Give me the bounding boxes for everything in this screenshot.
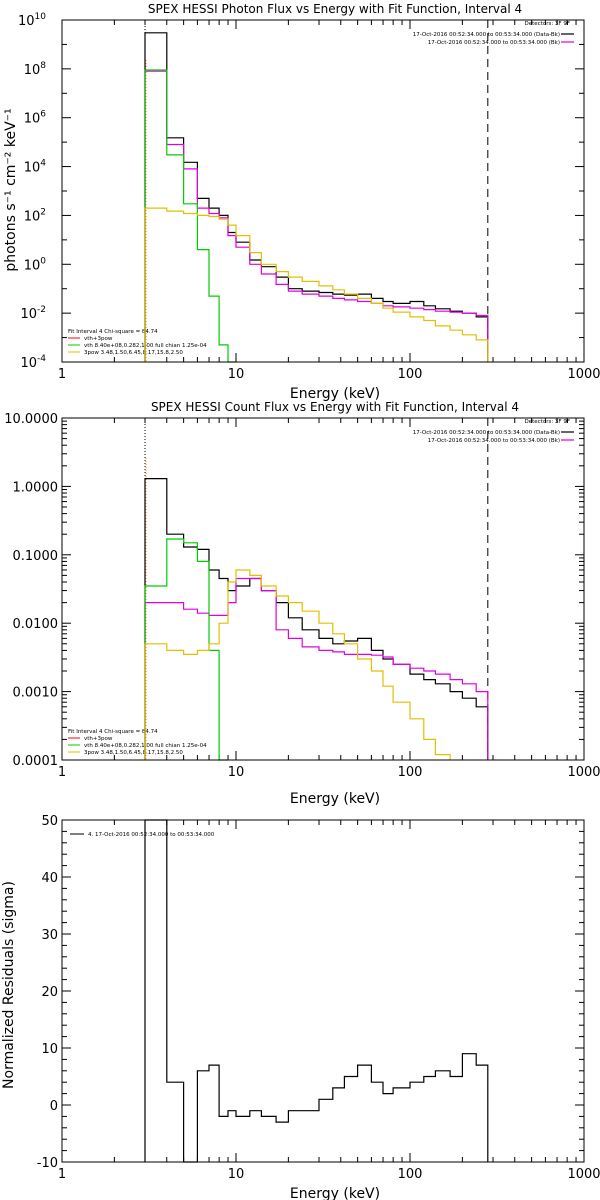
series-total-line bbox=[144, 70, 489, 362]
panel1-legend-top-2: 17-Oct-2016 00:52:34.000 to 00:53:34.000… bbox=[428, 40, 560, 46]
y-tick-label: 0.0010 bbox=[13, 686, 59, 701]
x-tick-label: 1 bbox=[58, 1167, 66, 1182]
panel1-plot-frame bbox=[61, 19, 585, 363]
x-tick-label: 10 bbox=[228, 765, 245, 780]
y-tick-label: 20 bbox=[41, 985, 58, 1000]
panel2-legend-top-0: Detectors: 3F 9F bbox=[524, 419, 570, 425]
x-tick-label: 1000 bbox=[567, 367, 600, 382]
panel2-legend-top-2: 17-Oct-2016 00:52:34.000 to 00:53:34.000… bbox=[428, 438, 560, 444]
y-tick-label: 102 bbox=[24, 207, 46, 224]
y-tick-label: 108 bbox=[24, 61, 47, 78]
x-tick-label: 100 bbox=[398, 1167, 423, 1182]
y-tick-label: 40 bbox=[41, 871, 58, 886]
panel3-series bbox=[144, 819, 489, 1163]
x-tick-label: 1 bbox=[58, 367, 66, 382]
y-tick-label: 0.0100 bbox=[13, 617, 59, 632]
series-power-line bbox=[144, 207, 489, 362]
y-tick-label: 10-2 bbox=[20, 305, 46, 322]
panel1-x-axis-label: Energy (keV) bbox=[290, 386, 380, 402]
y-tick-label: 50 bbox=[41, 814, 58, 829]
x-tick-label: 1000 bbox=[567, 765, 600, 780]
y-tick-label: 0.1000 bbox=[13, 549, 59, 564]
panel1-legend-bottom-1: vth+3pow bbox=[84, 336, 113, 342]
panel1-y-axis-label: photons s⁻¹ cm⁻² keV⁻¹ bbox=[3, 108, 19, 271]
panel1-legend-bottom-0: Fit Interval 4 Chi-square = 84.74 bbox=[68, 329, 158, 335]
panel2-title: SPEX HESSI Count Flux vs Energy with Fit… bbox=[151, 400, 519, 414]
series-data-line bbox=[144, 32, 489, 362]
y-tick-label: 10-4 bbox=[20, 354, 46, 371]
panel2-legend-bottom-0: Fit Interval 4 Chi-square = 84.74 bbox=[68, 729, 158, 735]
y-tick-label: 100 bbox=[24, 256, 47, 273]
x-tick-label: 100 bbox=[398, 765, 423, 780]
y-tick-label: 10.0000 bbox=[4, 412, 58, 427]
series-power-line bbox=[144, 569, 451, 760]
series-thermal-line bbox=[144, 69, 236, 363]
panel2-legend-bottom-3: 3pow 3.48,1.50,6.45,8.17,15.8,2.50 bbox=[84, 750, 183, 756]
y-tick-label: 1.0000 bbox=[13, 480, 59, 495]
y-tick-label: 0 bbox=[50, 1099, 58, 1114]
x-tick-label: 1 bbox=[58, 765, 66, 780]
panel3-y-axis-label: Normalized Residuals (sigma) bbox=[1, 881, 17, 1089]
y-tick-label: 1010 bbox=[18, 12, 46, 29]
panel1-legend-top-0: Detectors: 3F 9F bbox=[524, 21, 570, 27]
x-tick-label: 10 bbox=[228, 1167, 245, 1182]
y-tick-label: 104 bbox=[24, 159, 47, 176]
panel1-series bbox=[144, 20, 489, 363]
panel2-x-axis-label: Energy (keV) bbox=[290, 791, 380, 807]
panel3-plot-frame bbox=[61, 819, 585, 1163]
y-tick-label: 106 bbox=[24, 110, 47, 127]
series-thermal-line bbox=[144, 538, 228, 761]
panel3-x-axis-label: Energy (keV) bbox=[290, 1186, 380, 1200]
panel2-series bbox=[144, 418, 489, 761]
panel3-legend-top-0: 4. 17-Oct-2016 00:52:34.000 to 00:53:34.… bbox=[88, 832, 215, 838]
series-data-line bbox=[144, 819, 489, 1163]
panel1-legend-top-1: 17-Oct-2016 00:52:34.000 to 00:53:34.000… bbox=[413, 32, 560, 38]
panel2-ticks: 1 10 100 1000 0.0001 0.0010 0.0100 0.1000 1.0000… bbox=[4, 412, 600, 780]
series-total-line bbox=[144, 577, 489, 760]
panel1-legend-bottom-3: 3pow 3.48,1.50,6.45,8.17,15.8,2.50 bbox=[84, 350, 183, 356]
panel2-legend-bottom-1: vth+3pow bbox=[84, 736, 113, 742]
y-tick-label: -10 bbox=[37, 1156, 58, 1171]
x-tick-label: 10 bbox=[228, 367, 245, 382]
x-tick-label: 1000 bbox=[567, 1167, 600, 1182]
series-data-line bbox=[144, 478, 489, 760]
x-tick-label: 100 bbox=[398, 367, 423, 382]
y-tick-label: 30 bbox=[41, 928, 58, 943]
panel3-ticks: 1 10 100 1000 -10 0 10 20 30 40 50 bbox=[37, 814, 600, 1182]
y-tick-label: 10 bbox=[41, 1042, 58, 1057]
panel1-ticks: 1 10 100 1000 10-4 10-2 100 102 104 106 108 1010 bbox=[18, 12, 600, 382]
panel2-legend-top-1: 17-Oct-2016 00:52:34.000 to 00:53:34.000… bbox=[413, 430, 560, 436]
panel1-title: SPEX HESSI Photon Flux vs Energy with Fi… bbox=[148, 2, 522, 16]
y-tick-label: 0.0001 bbox=[13, 754, 59, 769]
panel2-plot-frame bbox=[61, 417, 585, 761]
